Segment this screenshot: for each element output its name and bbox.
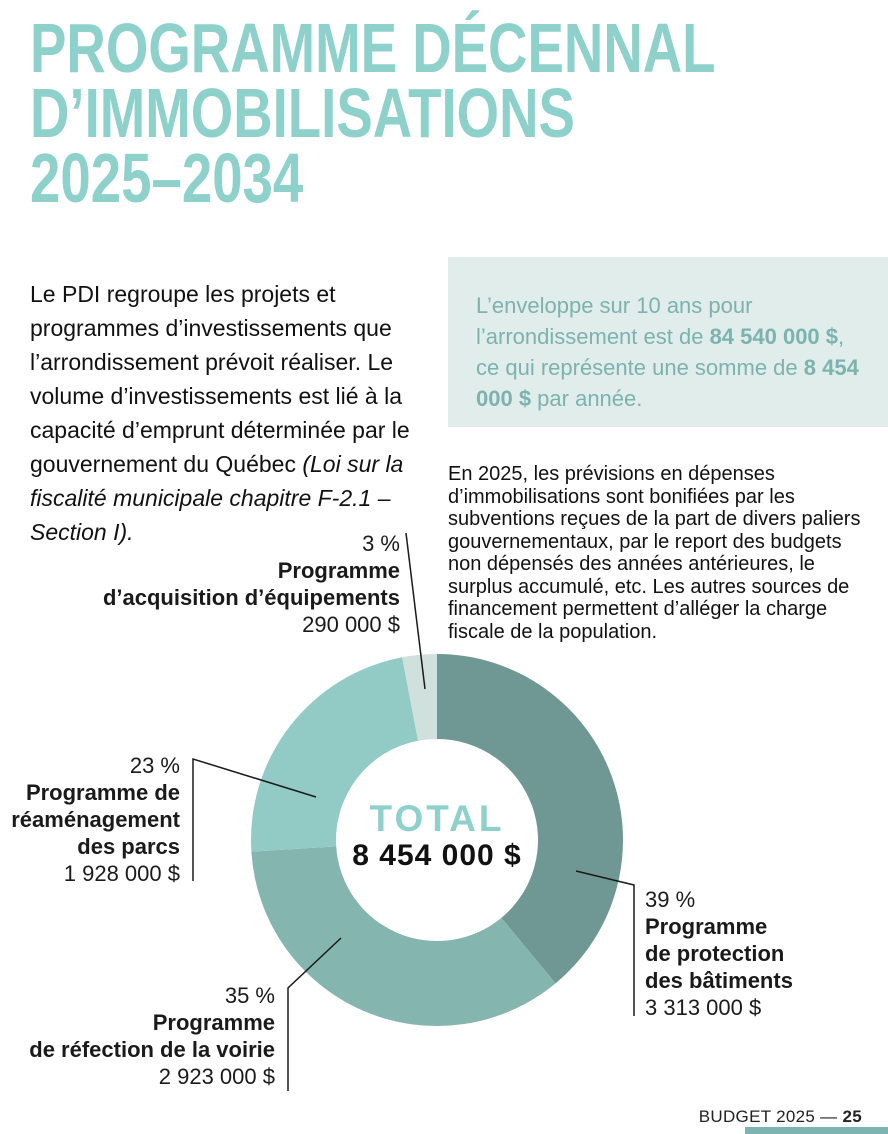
callout-voirie-percent: 35 % xyxy=(224,983,275,1008)
callout-parcs: 23 % Programme de réaménagement des parc… xyxy=(0,752,180,887)
callout-line-voirie xyxy=(287,937,342,1091)
envelope-highlight-box: L’enveloppe sur 10 ans pour l’arrondisse… xyxy=(448,257,888,427)
callout-batiments: 39 % Programme de protection des bâtimen… xyxy=(645,886,888,1021)
callout-acquisition-name: Programme d’acquisition d’équipements xyxy=(102,558,400,610)
callout-parcs-name: Programme de réaménagement des parcs xyxy=(11,780,180,859)
callout-parcs-amount: 1 928 000 $ xyxy=(63,861,180,886)
donut-slice xyxy=(402,654,437,741)
callout-batiments-percent: 39 % xyxy=(645,887,696,912)
callout-line-acquisition xyxy=(405,532,426,690)
donut-total-label: TOTAL xyxy=(369,798,505,839)
page-title-line-2: D’IMMOBILISATIONS xyxy=(30,74,575,152)
footer-label: BUDGET 2025 — xyxy=(698,1107,843,1126)
note-paragraph: En 2025, les prévisions en dépenses d’im… xyxy=(448,463,861,643)
intro-law-reference: (Loi sur la fiscalité municipale chapitr… xyxy=(30,451,404,545)
donut-total-value: 8 454 000 $ xyxy=(352,839,522,872)
callout-acquisition: 3 % Programme d’acquisition d’équipement… xyxy=(30,530,400,638)
highlight-amount-yearly: 8 454 000 $ xyxy=(476,355,859,411)
highlight-text-3: par année. xyxy=(531,386,643,411)
callout-voirie: 35 % Programme de réfection de la voirie… xyxy=(0,982,275,1090)
page-title-line-3: 2025–2034 xyxy=(30,139,304,217)
callout-acquisition-percent: 3 % xyxy=(362,531,400,556)
footer-accent-bar xyxy=(745,1127,888,1134)
footer-page-number: 25 xyxy=(842,1107,862,1126)
page-title-line-1: PROGRAMME DÉCENNAL xyxy=(30,9,716,87)
callout-voirie-name: Programme de réfection de la voirie xyxy=(29,1010,275,1062)
intro-text: Le PDI regroupe les projets et programme… xyxy=(30,281,410,477)
page-footer: BUDGET 2025 — 25 xyxy=(699,1107,862,1127)
intro-paragraph: Le PDI regroupe les projets et programme… xyxy=(30,277,454,549)
callout-acquisition-amount: 290 000 $ xyxy=(302,612,400,637)
callout-batiments-name: Programme de protection des bâtiments xyxy=(645,914,793,993)
callout-voirie-amount: 2 923 000 $ xyxy=(158,1064,275,1089)
highlight-text-1: L’enveloppe sur 10 ans pour l’arrondisse… xyxy=(476,293,753,349)
highlight-amount-total: 84 540 000 $ xyxy=(709,324,839,349)
donut-center-label: TOTAL 8 454 000 $ xyxy=(287,800,587,874)
highlight-text-2: , ce qui représente une somme de xyxy=(476,324,845,380)
callout-line-batiments xyxy=(575,870,635,1016)
callout-batiments-amount: 3 313 000 $ xyxy=(645,995,762,1020)
page-title: PROGRAMME DÉCENNAL D’IMMOBILISATIONS 202… xyxy=(30,9,716,217)
callout-parcs-percent: 23 % xyxy=(129,753,180,778)
